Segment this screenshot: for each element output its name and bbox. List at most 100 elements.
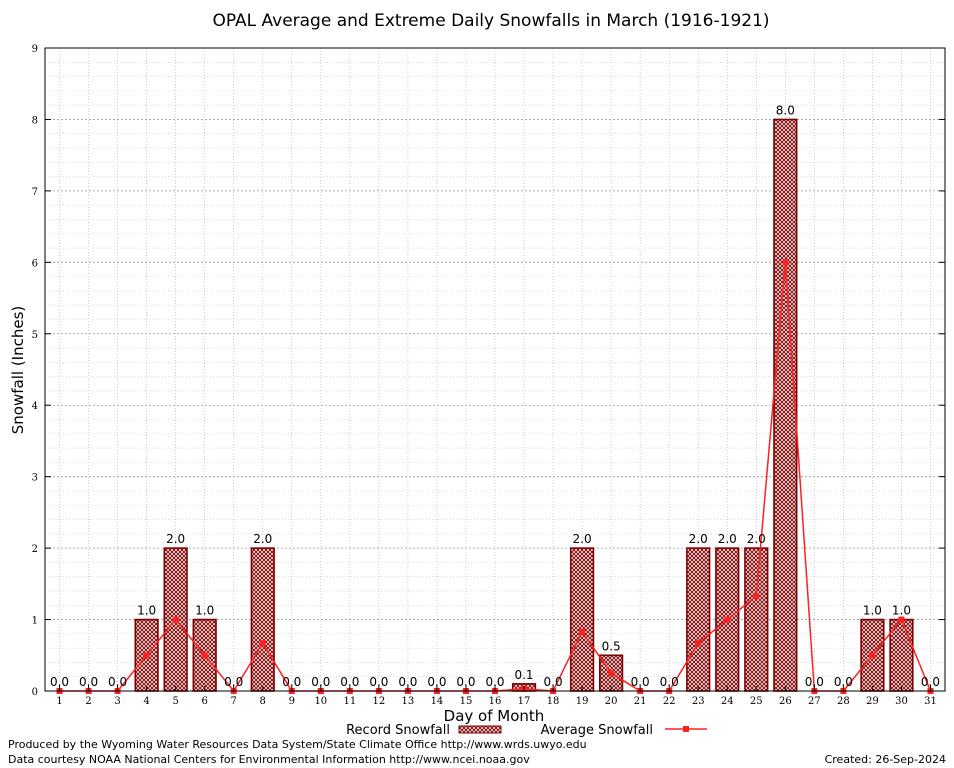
x-tick-label: 26 bbox=[779, 696, 792, 707]
data-labels: 0.0 0.0 0.0 1.0 2.0 1.0 0.0 2.0 0.0 0.0 0.0 0.0 0.0 0… bbox=[50, 103, 940, 689]
record-bar-19 bbox=[569, 547, 595, 692]
x-tick-label: 6 bbox=[201, 696, 207, 707]
data-label-31: 0.0 bbox=[921, 675, 940, 689]
average-point-6 bbox=[201, 652, 208, 659]
x-tick-label: 2 bbox=[85, 696, 91, 707]
x-tick-label: 31 bbox=[924, 696, 937, 707]
footer-created-date: Created: 26-Sep-2024 bbox=[824, 753, 946, 766]
average-point-24 bbox=[724, 616, 731, 623]
data-label-3: 0.0 bbox=[108, 675, 127, 689]
y-tick-label: 1 bbox=[32, 616, 38, 627]
average-point-19 bbox=[579, 628, 586, 635]
data-label-4: 1.0 bbox=[137, 604, 156, 618]
data-label-15: 0.0 bbox=[456, 675, 475, 689]
data-label-13: 0.0 bbox=[398, 675, 417, 689]
x-tick-label: 20 bbox=[605, 696, 618, 707]
x-tick-label: 13 bbox=[402, 696, 415, 707]
y-tick-label: 2 bbox=[32, 544, 38, 555]
data-label-1: 0.0 bbox=[50, 675, 69, 689]
average-point-30 bbox=[898, 616, 905, 623]
x-tick-label: 8 bbox=[260, 696, 266, 707]
x-tick-label: 30 bbox=[895, 696, 908, 707]
x-tick-label: 19 bbox=[576, 696, 589, 707]
y-tick-label: 3 bbox=[32, 473, 38, 484]
average-point-25 bbox=[753, 592, 760, 599]
record-bar-26 bbox=[773, 118, 798, 692]
average-point-29 bbox=[869, 652, 876, 659]
data-label-10: 0.0 bbox=[311, 675, 330, 689]
data-label-24: 2.0 bbox=[718, 532, 737, 546]
x-tick-label: 9 bbox=[289, 696, 295, 707]
y-tick-label: 4 bbox=[32, 401, 38, 412]
y-tick-label: 6 bbox=[32, 258, 38, 269]
data-label-27: 0.0 bbox=[805, 675, 824, 689]
y-tick-label: 5 bbox=[32, 330, 38, 341]
data-label-12: 0.0 bbox=[369, 675, 388, 689]
average-point-26 bbox=[782, 259, 789, 266]
average-point-23 bbox=[695, 640, 702, 647]
average-point-5 bbox=[172, 616, 179, 623]
data-label-18: 0.0 bbox=[544, 675, 563, 689]
legend-average-marker bbox=[683, 726, 689, 732]
data-label-21: 0.0 bbox=[631, 675, 650, 689]
x-tick-label: 28 bbox=[837, 696, 850, 707]
x-tick-label: 1 bbox=[56, 696, 62, 707]
x-tick-label: 23 bbox=[692, 696, 705, 707]
x-tick-label: 21 bbox=[634, 696, 647, 707]
average-point-8 bbox=[259, 640, 266, 647]
bars bbox=[134, 118, 914, 692]
data-label-25: 2.0 bbox=[747, 532, 766, 546]
snowfall-chart: OPAL Average and Extreme Daily Snowfalls… bbox=[9, 11, 946, 738]
legend-average-label: Average Snowfall bbox=[541, 723, 653, 738]
data-label-11: 0.0 bbox=[340, 675, 359, 689]
record-bar-25 bbox=[744, 547, 769, 692]
average-point-4 bbox=[143, 652, 150, 659]
data-label-30: 1.0 bbox=[892, 604, 911, 618]
data-label-26: 8.0 bbox=[776, 103, 795, 117]
x-tick-label: 18 bbox=[547, 696, 560, 707]
chart-title: OPAL Average and Extreme Daily Snowfalls… bbox=[212, 11, 769, 31]
data-label-5: 2.0 bbox=[166, 532, 185, 546]
data-label-16: 0.0 bbox=[485, 675, 504, 689]
x-tick-label: 17 bbox=[518, 696, 531, 707]
legend-record-swatch bbox=[458, 725, 502, 734]
x-tick-label: 25 bbox=[750, 696, 763, 707]
data-label-19: 2.0 bbox=[573, 532, 592, 546]
x-tick-label: 24 bbox=[721, 696, 734, 707]
data-label-20: 0.5 bbox=[602, 639, 621, 653]
y-tick-label: 0 bbox=[32, 687, 38, 698]
x-tick-label: 11 bbox=[343, 696, 356, 707]
data-label-9: 0.0 bbox=[282, 675, 301, 689]
y-tick-label: 9 bbox=[32, 44, 38, 55]
x-tick-label: 7 bbox=[231, 696, 237, 707]
x-tick-label: 27 bbox=[808, 696, 821, 707]
x-axis-label: Day of Month bbox=[444, 707, 545, 725]
data-label-6: 1.0 bbox=[195, 604, 214, 618]
x-tick-label: 29 bbox=[866, 696, 879, 707]
data-label-28: 0.0 bbox=[834, 675, 853, 689]
footer-produced-by: Produced by the Wyoming Water Resources … bbox=[8, 738, 587, 751]
x-tick-label: 22 bbox=[663, 696, 676, 707]
x-tick-label: 14 bbox=[431, 696, 444, 707]
y-tick-label: 8 bbox=[32, 115, 38, 126]
x-tick-label: 15 bbox=[460, 696, 473, 707]
record-bar-23 bbox=[686, 547, 711, 692]
x-tick-label: 12 bbox=[373, 696, 386, 707]
data-label-7: 0.0 bbox=[224, 675, 243, 689]
x-tick-label: 4 bbox=[143, 696, 149, 707]
data-label-23: 2.0 bbox=[689, 532, 708, 546]
y-tick-label: 7 bbox=[32, 187, 38, 198]
x-tick-label: 3 bbox=[114, 696, 120, 707]
data-label-22: 0.0 bbox=[660, 675, 679, 689]
x-tick-label: 5 bbox=[172, 696, 178, 707]
data-label-17: 0.1 bbox=[514, 668, 533, 682]
data-label-14: 0.0 bbox=[427, 675, 446, 689]
y-axis-label: Snowfall (Inches) bbox=[9, 306, 27, 434]
record-bar-8 bbox=[250, 547, 275, 692]
average-point-20 bbox=[608, 670, 615, 677]
legend-record-label: Record Snowfall bbox=[346, 723, 450, 738]
data-label-29: 1.0 bbox=[863, 604, 882, 618]
x-tick-label: 16 bbox=[489, 696, 502, 707]
data-label-8: 2.0 bbox=[253, 532, 272, 546]
